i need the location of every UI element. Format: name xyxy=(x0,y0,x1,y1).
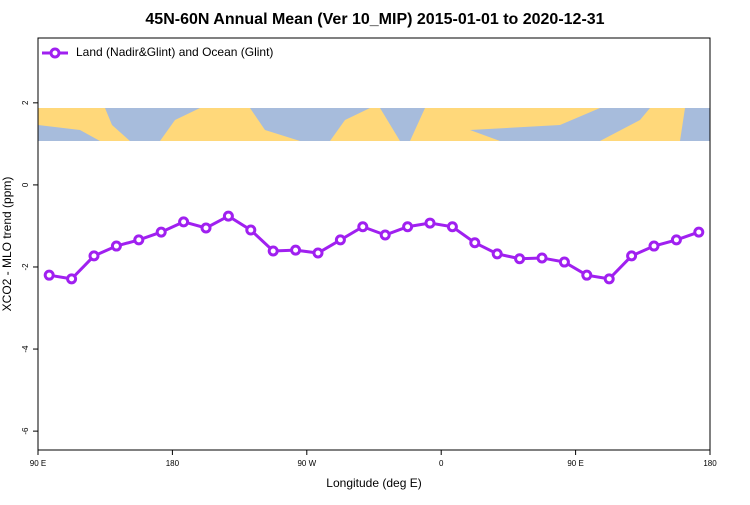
point xyxy=(446,221,458,233)
point xyxy=(110,240,122,252)
point xyxy=(379,229,391,241)
point xyxy=(245,224,257,236)
point xyxy=(469,237,481,249)
point xyxy=(43,269,55,281)
point xyxy=(88,250,100,262)
point xyxy=(200,222,212,234)
point xyxy=(357,221,369,233)
point xyxy=(334,234,346,246)
point xyxy=(648,240,660,252)
x-axis-label: Longitude (deg E) xyxy=(326,476,421,490)
point xyxy=(290,244,302,256)
point xyxy=(603,273,615,285)
point xyxy=(312,247,324,259)
point xyxy=(267,245,279,257)
point xyxy=(133,234,145,246)
legend-marker xyxy=(49,47,61,59)
point xyxy=(222,210,234,222)
point xyxy=(558,256,570,268)
series-line xyxy=(48,214,700,281)
point xyxy=(514,253,526,265)
y-tick-label: -2 xyxy=(21,263,30,271)
point xyxy=(693,226,705,238)
y-tick-label: -4 xyxy=(21,345,30,353)
plot-frame xyxy=(37,37,711,451)
x-tick-label: 180 xyxy=(166,459,180,468)
point xyxy=(626,250,638,262)
y-axis-label: XCO2 - MLO trend (ppm) xyxy=(0,177,14,312)
point xyxy=(178,216,190,228)
point xyxy=(402,221,414,233)
point xyxy=(66,273,78,285)
map-band xyxy=(38,108,710,141)
y-tick-label: -6 xyxy=(21,427,30,435)
point xyxy=(670,234,682,246)
point xyxy=(491,248,503,260)
x-tick-label: 90 E xyxy=(30,459,46,468)
x-tick-label: 90 E xyxy=(567,459,583,468)
x-tick-label: 0 xyxy=(439,459,444,468)
point xyxy=(424,217,436,229)
y-tick-label: 2 xyxy=(21,100,30,105)
y-tick-label: 0 xyxy=(21,182,30,187)
point xyxy=(581,269,593,281)
chart-title: 45N-60N Annual Mean (Ver 10_MIP) 2015-01… xyxy=(145,11,604,28)
legend-label: Land (Nadir&Glint) and Ocean (Glint) xyxy=(76,45,273,59)
x-tick-label: 90 W xyxy=(297,459,316,468)
point xyxy=(536,252,548,264)
x-tick-label: 180 xyxy=(703,459,717,468)
point xyxy=(155,226,167,238)
